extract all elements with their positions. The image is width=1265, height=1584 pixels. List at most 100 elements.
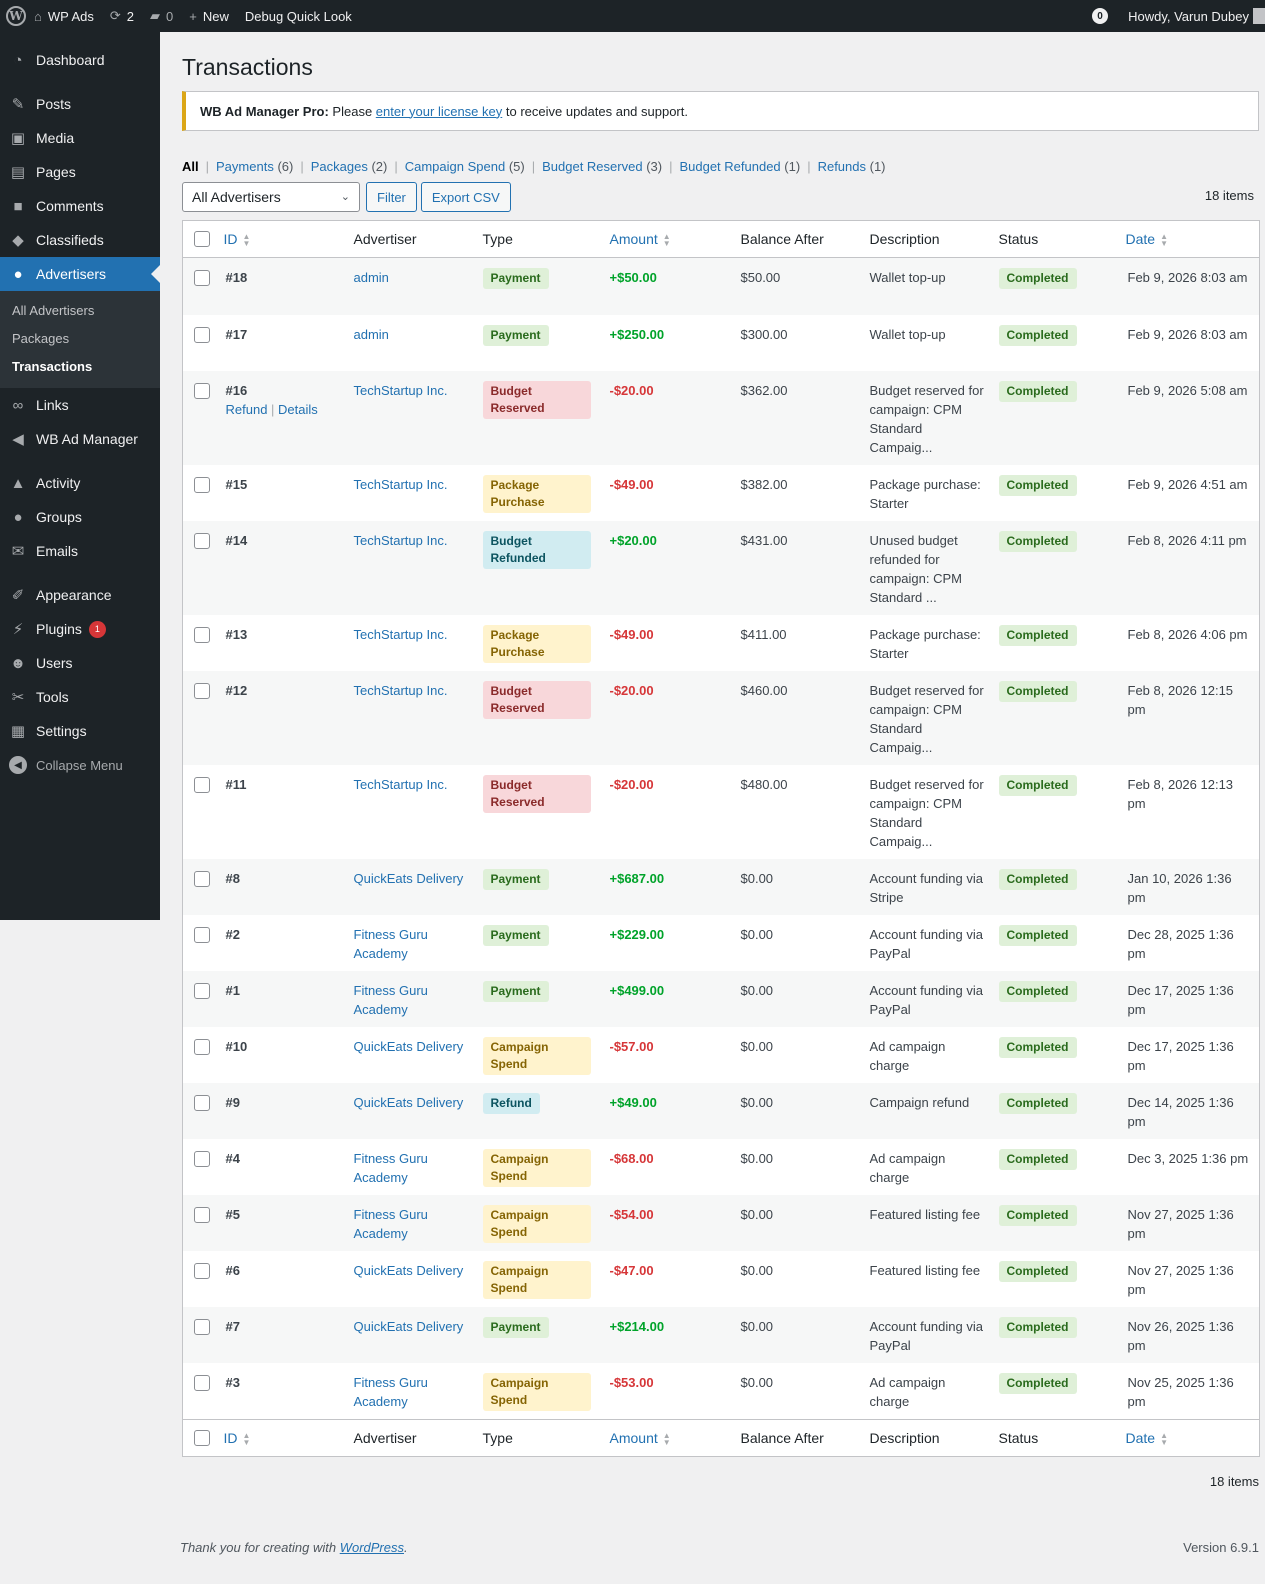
- filter-label[interactable]: Budget Refunded: [679, 158, 781, 174]
- advertiser-link[interactable]: admin: [353, 326, 389, 342]
- advertiser-link[interactable]: Fitness Guru Academy: [353, 926, 428, 961]
- filter-refunds[interactable]: Refunds (1): [818, 159, 886, 174]
- advertiser-link[interactable]: QuickEats Delivery: [353, 1262, 464, 1278]
- row-checkbox[interactable]: [194, 982, 210, 999]
- row-checkbox[interactable]: [194, 1318, 210, 1335]
- row-checkbox[interactable]: [194, 270, 210, 286]
- column-header-amount[interactable]: Amount ▲ ▼: [609, 1419, 741, 1457]
- row-checkbox[interactable]: [194, 870, 210, 887]
- my-account-link[interactable]: Howdy, Varun Dubey: [1120, 0, 1265, 32]
- row-checkbox[interactable]: [194, 382, 210, 399]
- filter-label[interactable]: Budget Reserved: [542, 158, 643, 174]
- row-checkbox[interactable]: [194, 1038, 210, 1055]
- menu-item-settings[interactable]: ▦ Settings: [10, 723, 87, 740]
- menu-item-emails[interactable]: ✉ Emails: [0, 534, 160, 568]
- row-checkbox[interactable]: [194, 1262, 210, 1279]
- filter-budget-refunded[interactable]: Budget Refunded (1): [679, 159, 800, 174]
- debug-quick-look-link[interactable]: Debug Quick Look: [244, 8, 352, 24]
- refund-link[interactable]: Refund: [225, 401, 268, 417]
- row-checkbox[interactable]: [194, 1150, 210, 1167]
- menu-item-dashboard[interactable]: ◔ Dashboard: [0, 43, 160, 77]
- advertiser-link[interactable]: Fitness Guru Academy: [353, 982, 428, 1017]
- advertiser-link[interactable]: TechStartup Inc.: [353, 776, 448, 792]
- site-name-link[interactable]: ⌂ WP Ads: [34, 8, 94, 24]
- advertiser-link[interactable]: Fitness Guru Academy: [353, 1150, 428, 1185]
- menu-item-advertisers[interactable]: ● Advertisers: [0, 257, 160, 291]
- row-checkbox[interactable]: [194, 626, 210, 643]
- sort-link-date[interactable]: Date ▲ ▼: [1125, 1429, 1169, 1448]
- row-checkbox[interactable]: [194, 326, 210, 343]
- menu-item-wb-ad-manager[interactable]: ◀ WB Ad Manager: [0, 422, 160, 456]
- row-checkbox[interactable]: [194, 1094, 210, 1111]
- menu-item-media[interactable]: ▣ Media: [10, 130, 75, 147]
- advertiser-link[interactable]: TechStartup Inc.: [353, 476, 448, 492]
- advertiser-link[interactable]: TechStartup Inc.: [353, 626, 448, 642]
- row-checkbox[interactable]: [194, 476, 210, 493]
- wordpress-logo-icon[interactable]: W: [6, 6, 26, 26]
- advertiser-link[interactable]: Fitness Guru Academy: [353, 1206, 428, 1241]
- column-header-amount[interactable]: Amount ▲ ▼: [609, 220, 741, 258]
- filter-label[interactable]: Refunds: [817, 158, 866, 174]
- filter-label[interactable]: All: [182, 158, 199, 174]
- menu-item-activity[interactable]: ▲ Activity: [10, 474, 81, 492]
- advertiser-link[interactable]: TechStartup Inc.: [353, 682, 448, 698]
- submenu-item-transactions[interactable]: Transactions: [12, 359, 93, 374]
- advertiser-select[interactable]: All Advertisers ⌄: [182, 182, 360, 212]
- menu-item-users[interactable]: ☻ Users: [10, 654, 73, 672]
- menu-item-classifieds[interactable]: ◆ Classifieds: [0, 223, 160, 257]
- row-checkbox[interactable]: [194, 682, 210, 699]
- advertiser-link[interactable]: QuickEats Delivery: [353, 870, 464, 886]
- collapse-menu-button[interactable]: ◀ Collapse Menu: [0, 748, 160, 782]
- advertiser-link[interactable]: TechStartup Inc.: [353, 382, 448, 398]
- menu-item-groups[interactable]: ● Groups: [0, 500, 160, 534]
- notification-badge[interactable]: 0: [1092, 8, 1109, 24]
- menu-item-posts[interactable]: ✎ Posts: [0, 87, 160, 121]
- column-header-date[interactable]: Date ▲ ▼: [1125, 1419, 1260, 1457]
- filter-campaign-spend[interactable]: Campaign Spend (5): [405, 159, 525, 174]
- column-header-id[interactable]: ID ▲ ▼: [222, 220, 354, 258]
- column-header-id[interactable]: ID ▲ ▼: [222, 1419, 354, 1457]
- filter-label[interactable]: Payments: [216, 158, 274, 174]
- submenu-item-all-advertisers[interactable]: All Advertisers: [12, 303, 95, 318]
- sort-link-id[interactable]: ID ▲ ▼: [223, 230, 251, 249]
- filter-all[interactable]: All: [182, 159, 199, 174]
- advertiser-link[interactable]: QuickEats Delivery: [353, 1038, 464, 1054]
- filter-button[interactable]: Filter: [366, 182, 417, 212]
- filter-budget-reserved[interactable]: Budget Reserved (3): [542, 159, 662, 174]
- advertiser-link[interactable]: QuickEats Delivery: [353, 1094, 464, 1110]
- filter-label[interactable]: Packages: [310, 158, 368, 174]
- column-header-date[interactable]: Date ▲ ▼: [1125, 220, 1260, 258]
- sort-link-amount[interactable]: Amount ▲ ▼: [609, 230, 671, 249]
- row-checkbox[interactable]: [194, 1374, 210, 1391]
- row-checkbox[interactable]: [194, 926, 210, 943]
- menu-item-tools[interactable]: ✂ Tools: [0, 680, 160, 714]
- filter-label[interactable]: Campaign Spend: [404, 158, 506, 174]
- select-all-checkbox-bottom[interactable]: [194, 1429, 210, 1446]
- menu-item-links[interactable]: ∞ Links: [0, 388, 160, 422]
- export-csv-button[interactable]: Export CSV: [420, 182, 511, 212]
- comments-link[interactable]: ▰ 0: [150, 8, 174, 24]
- row-checkbox[interactable]: [194, 532, 210, 549]
- menu-item-pages[interactable]: ▤ Pages: [10, 164, 76, 181]
- row-checkbox[interactable]: [194, 776, 210, 793]
- menu-item-comments[interactable]: ■ Comments: [0, 189, 160, 223]
- select-all-checkbox-top[interactable]: [194, 230, 210, 247]
- row-checkbox[interactable]: [194, 1206, 210, 1223]
- advertiser-link[interactable]: admin: [353, 270, 389, 285]
- updates-link[interactable]: ⟳ 2: [109, 8, 135, 24]
- license-key-link[interactable]: enter your license key: [375, 103, 503, 119]
- filter-payments[interactable]: Payments (6): [216, 159, 293, 174]
- details-link[interactable]: Details: [278, 401, 318, 417]
- advertiser-link[interactable]: Fitness Guru Academy: [353, 1374, 428, 1409]
- submenu-item-packages[interactable]: Packages: [12, 331, 70, 346]
- advertiser-link[interactable]: QuickEats Delivery: [353, 1318, 464, 1334]
- wordpress-link[interactable]: WordPress: [339, 1540, 404, 1555]
- advertiser-link[interactable]: TechStartup Inc.: [353, 532, 448, 548]
- menu-item-plugins[interactable]: ⚡ Plugins 1: [0, 612, 160, 646]
- new-content-link[interactable]: + New: [189, 8, 229, 24]
- sort-link-amount[interactable]: Amount ▲ ▼: [609, 1429, 671, 1448]
- sort-link-id[interactable]: ID ▲ ▼: [223, 1429, 251, 1448]
- filter-packages[interactable]: Packages (2): [311, 159, 388, 174]
- menu-item-appearance[interactable]: ✐ Appearance: [0, 578, 160, 612]
- sort-link-date[interactable]: Date ▲ ▼: [1125, 230, 1169, 249]
